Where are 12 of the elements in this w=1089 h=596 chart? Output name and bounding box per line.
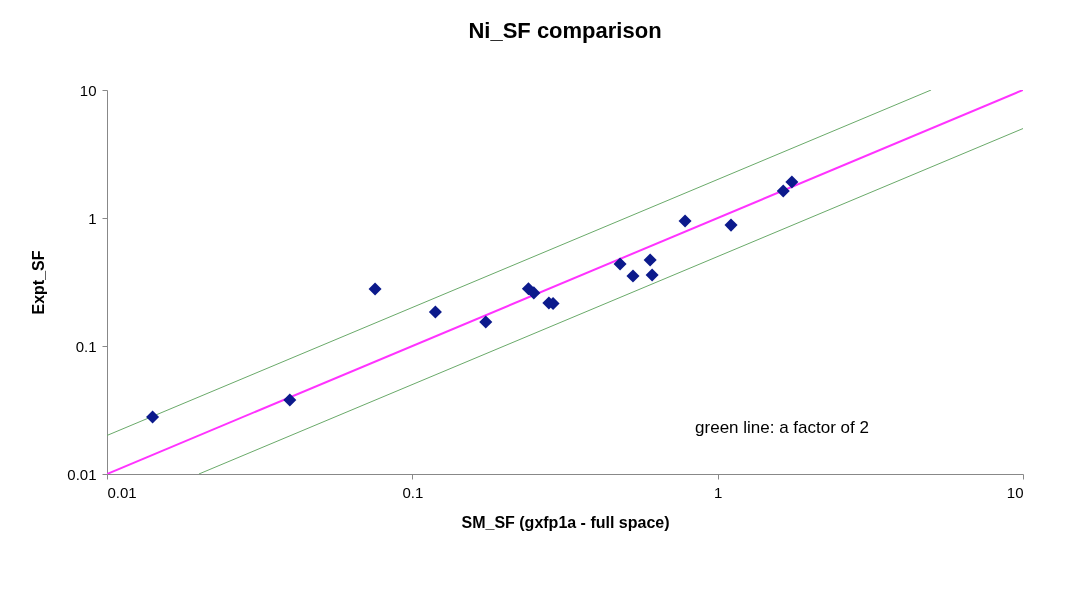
x-tick-label: 10 [1006,483,1024,501]
x-tick-label: 0.1 [402,483,424,501]
annotation: green line: a factor of 2 [695,418,869,437]
x-tick-label: 0.01 [107,483,137,501]
y-axis-title: Expt_SF [30,250,48,315]
y-tick-label: 0.01 [67,465,97,483]
y-tick-label: 0.1 [75,337,97,355]
chart-title: Ni_SF comparison [468,18,662,43]
y-tick-label: 10 [79,81,97,99]
x-tick-label: 1 [713,483,723,501]
x-axis-title: SM_SF (gxfp1a - full space) [461,513,670,531]
y-tick-label: 1 [88,209,97,227]
